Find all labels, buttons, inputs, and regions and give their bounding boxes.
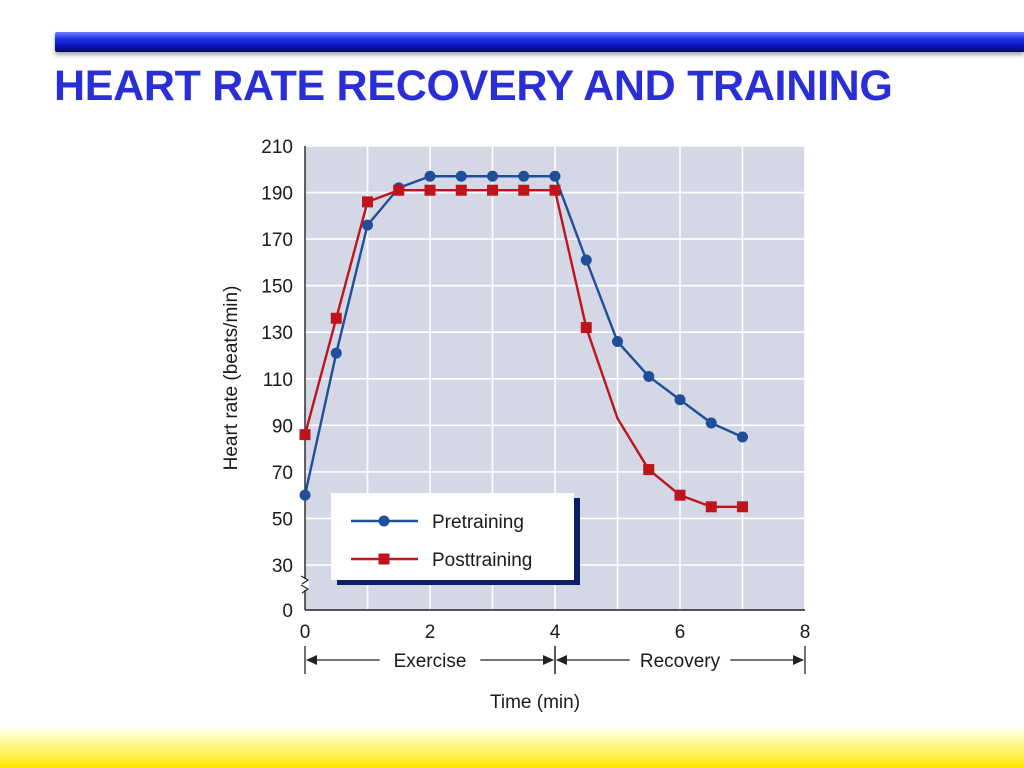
x-tick-label: 6	[675, 622, 686, 643]
data-point	[424, 184, 436, 196]
data-point	[330, 347, 342, 359]
x-tick-label: 4	[550, 622, 561, 643]
data-point	[455, 170, 467, 182]
y-tick-label: 130	[261, 323, 293, 344]
data-point	[393, 184, 405, 196]
legend: Pretraining Posttraining	[331, 493, 580, 585]
data-point	[362, 196, 373, 208]
data-point	[580, 322, 592, 334]
series-layer	[299, 170, 748, 513]
data-point	[674, 489, 686, 501]
data-point	[737, 501, 748, 513]
data-point	[549, 184, 561, 196]
y-tick-label: 150	[261, 277, 293, 298]
slide-title: HEART RATE RECOVERY AND TRAINING	[54, 62, 893, 110]
phase-arrowhead	[306, 655, 317, 665]
phase-label: Exercise	[394, 651, 467, 672]
axes	[300, 146, 805, 611]
data-point	[643, 464, 655, 476]
axis-break-gap	[301, 579, 309, 590]
data-point	[299, 489, 311, 501]
data-point	[643, 370, 655, 382]
data-point	[549, 170, 561, 182]
series-posttraining	[299, 184, 748, 513]
y-tick-label: 170	[261, 230, 293, 251]
data-point	[487, 184, 498, 196]
x-axis-label: Time (min)	[490, 692, 580, 713]
phase-annotations: Exercise Recovery	[304, 646, 806, 674]
data-point	[705, 501, 717, 513]
legend-label: Posttraining	[432, 550, 532, 571]
data-point	[580, 254, 592, 266]
y-axis-label: Heart rate (beats/min)	[221, 286, 242, 471]
axis-break-mark	[300, 584, 310, 594]
y-tick-label: 110	[263, 370, 293, 391]
data-point	[487, 170, 498, 182]
data-point	[674, 394, 686, 406]
title-rule-bar	[55, 32, 1024, 52]
legend-marker	[378, 553, 390, 565]
data-point	[737, 431, 748, 443]
y-tick-label: 0	[282, 601, 293, 622]
y-tick-label: 190	[261, 184, 293, 205]
data-point	[299, 429, 311, 441]
data-point	[612, 336, 623, 348]
data-point	[330, 312, 342, 324]
y-tick-label: 90	[272, 416, 293, 437]
tick-labels: 0 30 50 70 90 110 130 150 170 190 210 0 2 4 6 8	[261, 137, 810, 643]
phase-arrowhead	[543, 655, 554, 665]
phase-arrowhead	[793, 655, 804, 665]
phase-label: Recovery	[640, 651, 721, 672]
x-tick-label: 8	[800, 622, 811, 643]
axis-break-mark	[300, 575, 310, 585]
footer-band	[0, 726, 1024, 768]
data-point	[362, 219, 373, 231]
data-point	[518, 170, 530, 182]
y-tick-label: 210	[261, 137, 293, 158]
y-tick-label: 50	[272, 509, 293, 530]
phase-arrowhead	[556, 655, 567, 665]
legend-box	[331, 493, 574, 580]
legend-marker	[378, 515, 390, 527]
series-pretraining	[299, 170, 748, 501]
legend-label: Pretraining	[432, 512, 524, 533]
data-point	[455, 184, 467, 196]
y-tick-label: 30	[272, 556, 293, 577]
data-point	[518, 184, 530, 196]
x-tick-label: 2	[425, 622, 436, 643]
data-point	[424, 170, 436, 182]
y-tick-label: 70	[272, 463, 293, 484]
x-tick-label: 0	[300, 622, 311, 643]
data-point	[705, 417, 717, 429]
